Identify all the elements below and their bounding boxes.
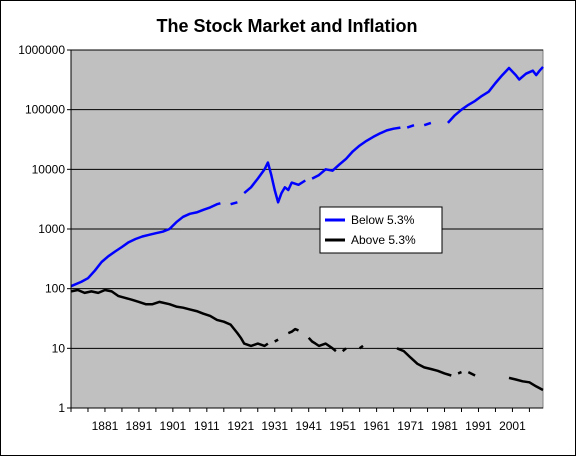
y-tick-label: 1000000 — [18, 43, 65, 57]
chart-title: The Stock Market and Inflation — [156, 16, 417, 36]
x-tick-label: 2001 — [499, 419, 526, 433]
x-tick-label: 1991 — [465, 419, 492, 433]
series-line-2 — [396, 347, 452, 377]
y-tick-label: 1000 — [38, 222, 65, 236]
legend-label-1: Below 5.3% — [351, 213, 415, 227]
series-line-2 — [70, 288, 269, 348]
x-tick-label: 1941 — [295, 419, 322, 433]
axes: 1 10 100 1000 10000 100000 1000000 1881 1891 1901… — [18, 43, 543, 433]
series-line-2 — [457, 370, 462, 375]
series-line-1 — [446, 66, 544, 124]
y-tick-label: 10 — [52, 341, 66, 355]
legend: Below 5.3% Above 5.3% — [319, 206, 443, 254]
y-tick-label: 100000 — [25, 103, 65, 117]
x-tick-label: 1911 — [194, 419, 220, 433]
x-tick-label: 1901 — [160, 419, 187, 433]
y-tick-label: 10000 — [32, 162, 66, 176]
x-tick-label: 1881 — [92, 419, 119, 433]
gridlines — [71, 49, 543, 409]
series-line-1 — [311, 126, 401, 180]
series-line-1 — [230, 201, 238, 206]
x-tick-label: 1931 — [261, 419, 288, 433]
series-line-1 — [70, 202, 221, 288]
series-line-1 — [243, 161, 306, 204]
series-line-2 — [508, 376, 544, 392]
series-line-1 — [423, 121, 432, 127]
series-line-2 — [467, 370, 476, 377]
x-tick-label: 1961 — [363, 419, 390, 433]
series-line-2 — [341, 347, 347, 353]
series-line-2 — [307, 336, 337, 353]
x-tick-label: 1981 — [431, 419, 458, 433]
x-tick-label: 1891 — [126, 419, 153, 433]
series-line-2 — [358, 344, 364, 350]
series-line-2 — [287, 327, 299, 335]
x-tick-label: 1971 — [397, 419, 424, 433]
legend-box — [319, 206, 443, 254]
x-tick-label: 1921 — [227, 419, 254, 433]
y-tick-label: 1 — [58, 401, 65, 415]
series-line-1 — [406, 124, 415, 129]
y-tick-label: 100 — [45, 282, 65, 296]
series-line-2 — [274, 338, 279, 343]
series-layer — [70, 66, 544, 392]
legend-label-2: Above 5.3% — [351, 233, 416, 247]
x-tick-label: 1951 — [329, 419, 356, 433]
